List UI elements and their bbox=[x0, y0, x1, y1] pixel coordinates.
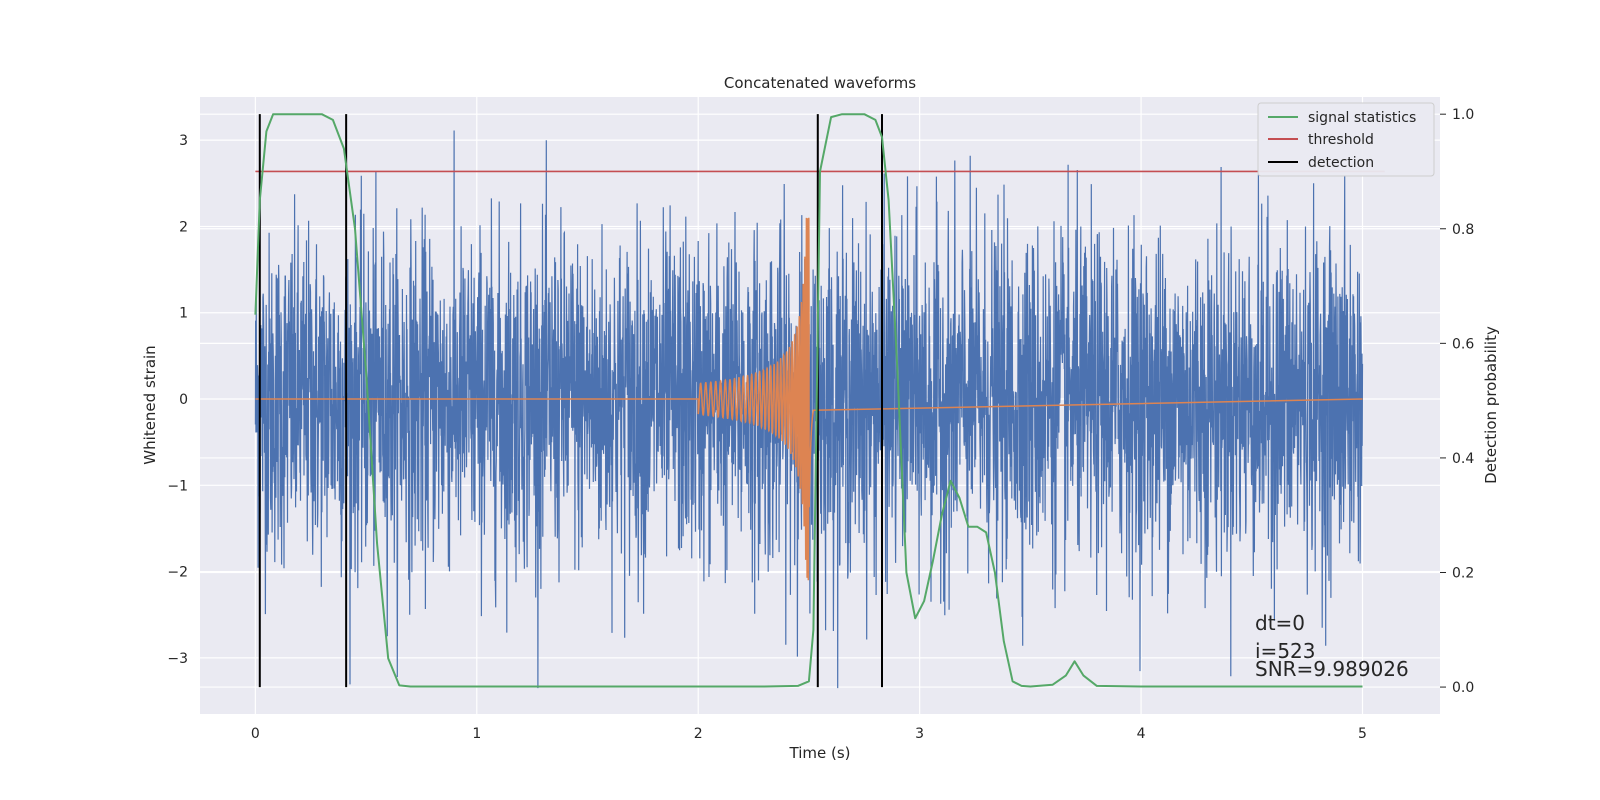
y2-tick-label-4: 0.8 bbox=[1452, 222, 1474, 238]
x-tick-label-4: 4 bbox=[1137, 726, 1146, 742]
x-tick-label-0: 0 bbox=[251, 726, 260, 742]
ticks: 0 1 2 3 4 5 −3 −2 −1 0 1 2 3 0.0 0.2 0.4 0.6 0.8 1.0 bbox=[167, 107, 1474, 742]
template-line bbox=[255, 217, 1363, 581]
legend-label-detection: detection bbox=[1308, 155, 1374, 171]
x-tick-label-5: 5 bbox=[1358, 726, 1367, 742]
y2-axis-label: Detection probability bbox=[1482, 326, 1500, 484]
x-tick-label-3: 3 bbox=[915, 726, 924, 742]
y2-tick-label-2: 0.4 bbox=[1452, 451, 1474, 467]
y-tick-label-0: −3 bbox=[167, 651, 188, 667]
y-tick-label-2: −1 bbox=[167, 478, 188, 494]
x-axis-label: Time (s) bbox=[789, 744, 851, 762]
legend-label-threshold: threshold bbox=[1308, 132, 1374, 148]
y-tick-label-1: −2 bbox=[167, 565, 188, 581]
y2-tick-label-5: 1.0 bbox=[1452, 107, 1474, 123]
legend: signal statistics threshold detection bbox=[1257, 102, 1435, 177]
chart-title: Concatenated waveforms bbox=[724, 74, 916, 92]
statistics-series bbox=[254, 113, 1363, 688]
detection-series bbox=[258, 114, 883, 688]
y2-tick-label-3: 0.6 bbox=[1452, 336, 1474, 352]
y-axis-label: Whitened strain bbox=[141, 345, 159, 464]
y2-tick-label-1: 0.2 bbox=[1452, 565, 1474, 581]
annotation-index: i=523 bbox=[1255, 639, 1316, 663]
y-tick-label-4: 1 bbox=[179, 306, 188, 322]
y2-tick-label-0: 0.0 bbox=[1452, 680, 1474, 696]
x-tick-label-2: 2 bbox=[694, 726, 703, 742]
annotation-snr: SNR=9.989026 bbox=[1255, 657, 1409, 681]
y-tick-label-6: 3 bbox=[179, 133, 188, 149]
y-tick-label-3: 0 bbox=[179, 392, 188, 408]
y-tick-label-5: 2 bbox=[179, 219, 188, 235]
legend-label-signal-statistics: signal statistics bbox=[1308, 110, 1416, 126]
legend-box bbox=[1257, 102, 1435, 177]
statistics-line bbox=[254, 113, 1363, 688]
annotation-dt: dt=0 bbox=[1255, 611, 1305, 635]
template-series bbox=[255, 217, 1363, 581]
x-tick-label-1: 1 bbox=[472, 726, 481, 742]
